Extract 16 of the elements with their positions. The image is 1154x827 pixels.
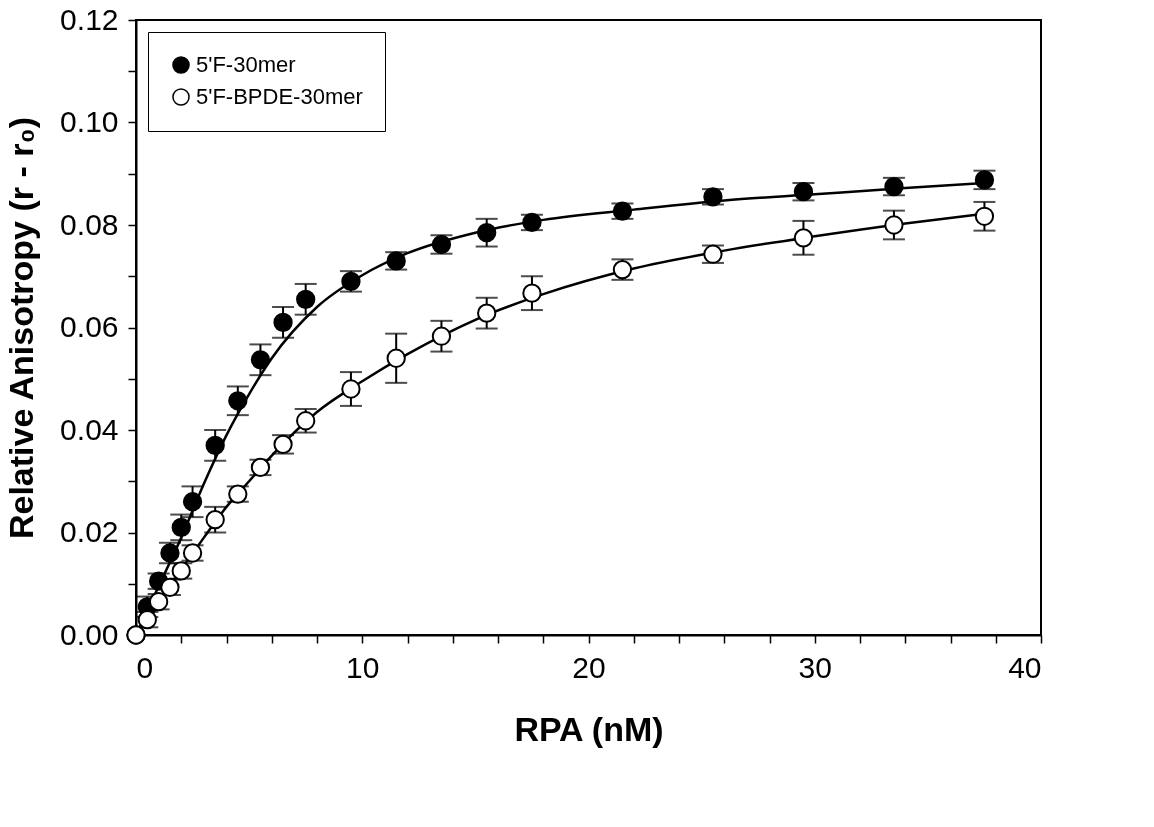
y-tick-label: 0.10 xyxy=(60,105,119,138)
x-tick-label: 0 xyxy=(136,650,154,684)
x-tick-label: 10 xyxy=(346,650,380,684)
x-axis-title: RPA (nM) xyxy=(514,709,664,748)
y-tick-label: 0.06 xyxy=(60,310,119,343)
legend-label: 5'F-30mer xyxy=(196,52,296,77)
y-tick-label: 0.00 xyxy=(60,617,119,651)
legend-label: 5'F-BPDE-30mer xyxy=(196,84,363,109)
x-tick-label: 40 xyxy=(1008,650,1042,684)
x-tick-label: 30 xyxy=(798,650,832,684)
y-tick-label: 0.12 xyxy=(60,2,119,36)
y-tick-label: 0.04 xyxy=(60,412,119,446)
x-tick-label: 20 xyxy=(572,650,606,684)
y-tick-label: 0.02 xyxy=(60,515,119,548)
y-tick-label: 0.08 xyxy=(60,207,119,241)
y-axis-title: Relative Anisotropy (r - r₀) xyxy=(2,116,41,540)
